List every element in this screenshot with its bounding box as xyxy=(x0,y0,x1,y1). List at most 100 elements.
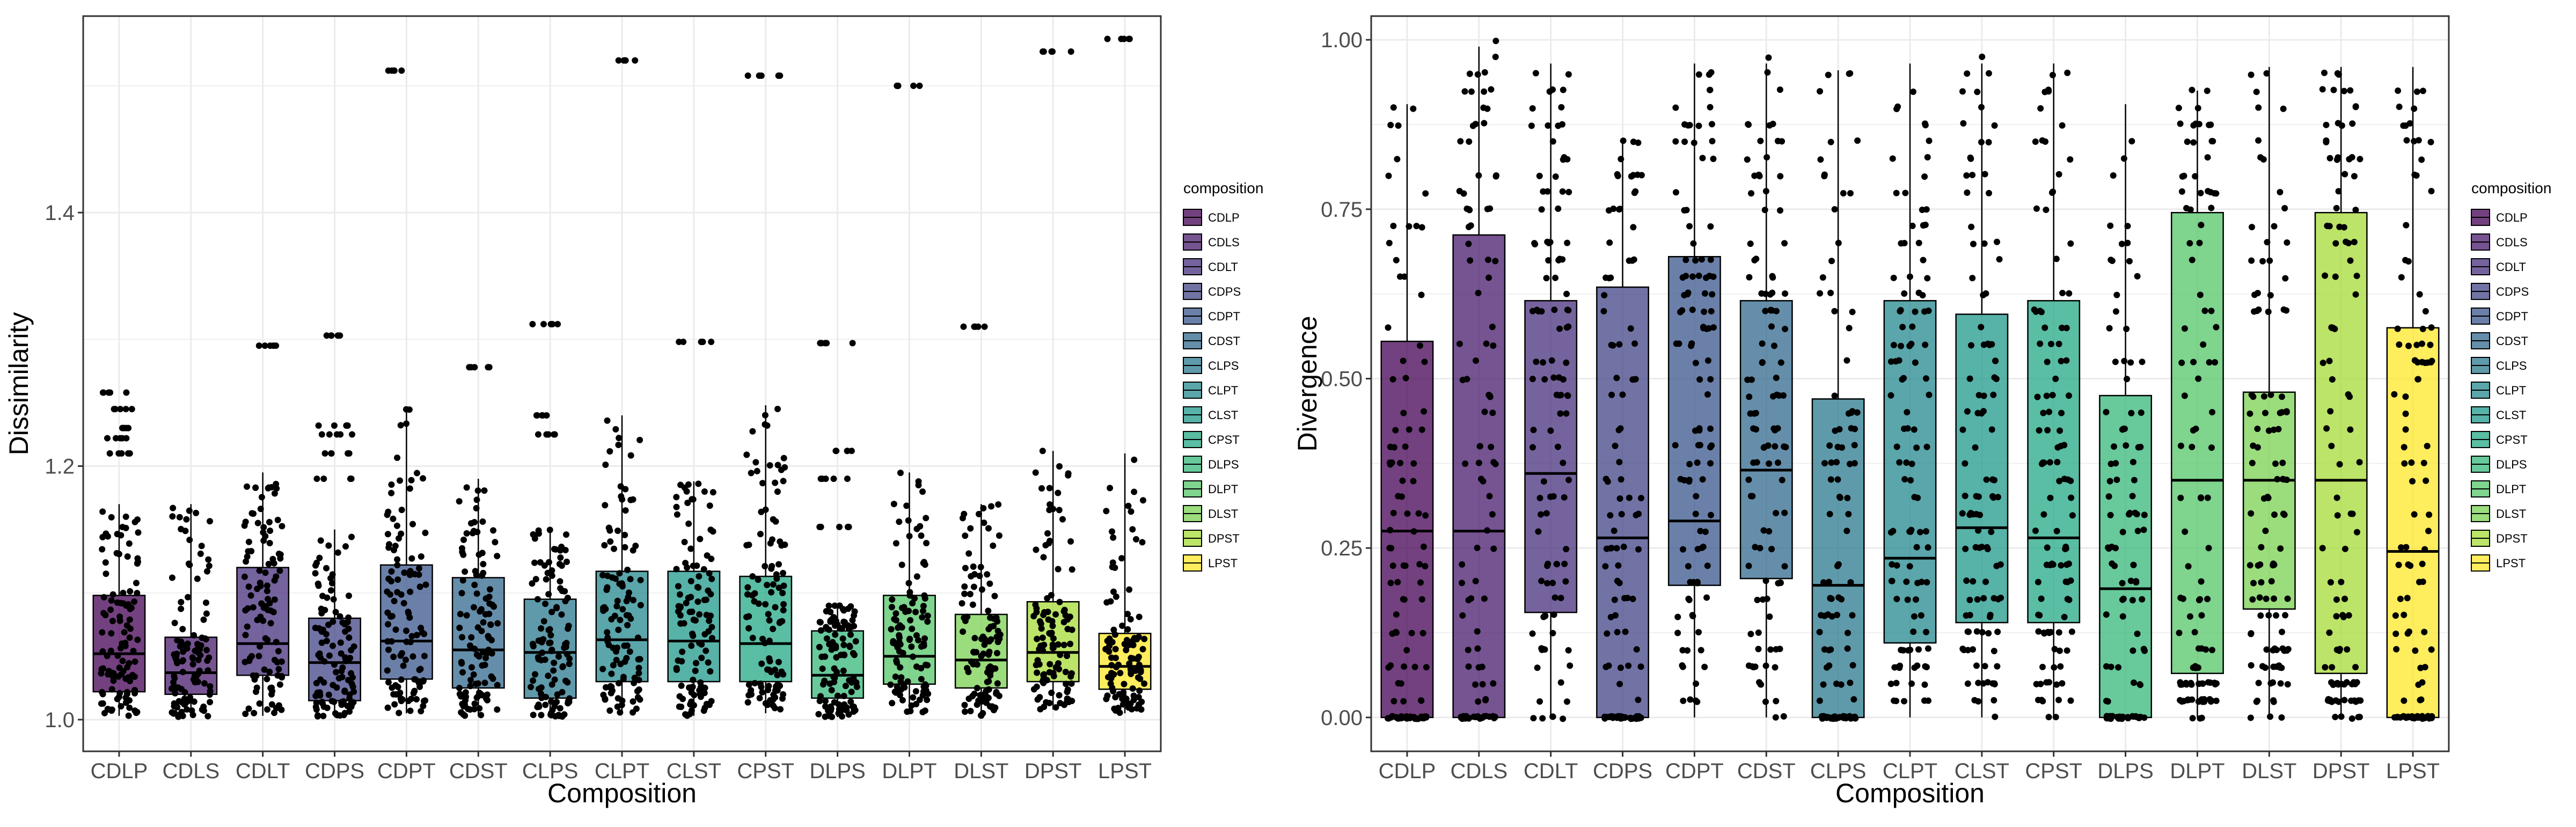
data-point xyxy=(613,656,620,663)
data-point xyxy=(904,678,911,685)
data-point xyxy=(2357,697,2364,704)
data-point xyxy=(537,559,544,566)
data-point xyxy=(676,693,683,700)
data-point xyxy=(350,643,357,650)
data-point xyxy=(696,573,702,580)
data-point xyxy=(345,657,352,664)
data-point xyxy=(2067,697,2074,704)
data-point xyxy=(1993,376,2000,383)
data-point xyxy=(264,706,270,713)
data-point xyxy=(1845,630,1851,636)
data-point xyxy=(919,488,926,495)
data-point xyxy=(2352,664,2359,671)
data-point xyxy=(102,612,109,619)
data-point xyxy=(1701,308,1708,315)
data-point xyxy=(479,649,486,656)
data-point xyxy=(2128,409,2135,416)
data-point xyxy=(969,601,976,608)
data-point xyxy=(460,703,467,710)
data-point xyxy=(545,591,552,598)
data-point xyxy=(2401,444,2407,451)
data-point xyxy=(622,507,629,514)
data-point xyxy=(1828,459,1835,466)
data-point xyxy=(1418,713,1425,720)
data-point xyxy=(126,704,133,711)
data-point xyxy=(1489,409,1496,416)
data-point xyxy=(615,442,622,449)
data-point xyxy=(1408,630,1415,636)
data-point xyxy=(2265,308,2272,315)
data-point xyxy=(2043,392,2050,399)
data-point xyxy=(852,638,859,645)
data-point xyxy=(2248,631,2255,638)
data-point xyxy=(967,708,974,715)
data-point xyxy=(1046,630,1053,637)
data-point xyxy=(250,604,257,611)
data-point xyxy=(102,559,109,566)
data-point xyxy=(1549,713,1556,720)
data-point xyxy=(2404,595,2411,602)
data-point xyxy=(1914,494,1921,501)
data-point xyxy=(601,541,608,548)
data-point xyxy=(1777,359,1784,366)
data-point xyxy=(2270,697,2277,704)
data-point xyxy=(635,677,642,684)
data-point xyxy=(471,581,478,588)
data-point xyxy=(980,504,987,511)
data-point xyxy=(1707,104,1714,111)
data-point xyxy=(829,713,836,720)
data-point xyxy=(2046,459,2053,466)
data-point xyxy=(925,690,932,697)
data-point xyxy=(1057,652,1064,658)
data-point xyxy=(2321,69,2328,76)
legend-title: composition xyxy=(1183,180,1263,196)
data-point xyxy=(1404,510,1411,517)
data-point xyxy=(1821,460,1828,467)
data-point xyxy=(834,692,841,699)
data-point xyxy=(1819,274,1826,281)
outlier-point xyxy=(533,412,540,419)
data-point xyxy=(2103,663,2110,670)
data-point xyxy=(894,644,901,651)
data-point xyxy=(2319,545,2326,552)
data-point xyxy=(1746,393,1753,400)
data-point xyxy=(99,691,106,698)
data-point xyxy=(602,461,609,468)
data-point xyxy=(1847,579,1854,586)
data-point xyxy=(1420,543,1427,550)
data-point xyxy=(1706,71,1713,78)
data-point xyxy=(2048,189,2055,196)
data-point xyxy=(911,595,918,602)
data-point xyxy=(2130,561,2137,568)
data-point xyxy=(1112,694,1119,701)
data-point xyxy=(2180,172,2187,179)
box-DLPT xyxy=(2171,211,2224,675)
data-point xyxy=(1607,512,1614,519)
data-point xyxy=(1992,713,1999,720)
data-point xyxy=(245,583,252,590)
data-point xyxy=(1492,38,1499,45)
data-point xyxy=(923,540,930,547)
data-point xyxy=(1475,289,1482,296)
data-point xyxy=(2058,409,2065,416)
data-point xyxy=(1479,714,1486,721)
data-point xyxy=(1826,510,1833,517)
data-point xyxy=(1046,661,1053,668)
data-point xyxy=(108,630,115,637)
data-point xyxy=(407,588,414,595)
data-point xyxy=(762,421,769,428)
data-point xyxy=(1994,663,2001,670)
data-point xyxy=(757,531,764,538)
outlier-point xyxy=(819,475,826,482)
data-point xyxy=(1538,206,1545,213)
data-point xyxy=(473,590,480,597)
data-point xyxy=(1481,69,1488,76)
data-point xyxy=(1753,459,1760,466)
data-point xyxy=(2197,291,2204,298)
data-point xyxy=(1695,71,1702,78)
data-point xyxy=(1049,641,1056,648)
data-point xyxy=(608,683,615,690)
data-point xyxy=(1475,459,1482,466)
data-point xyxy=(2119,529,2126,536)
